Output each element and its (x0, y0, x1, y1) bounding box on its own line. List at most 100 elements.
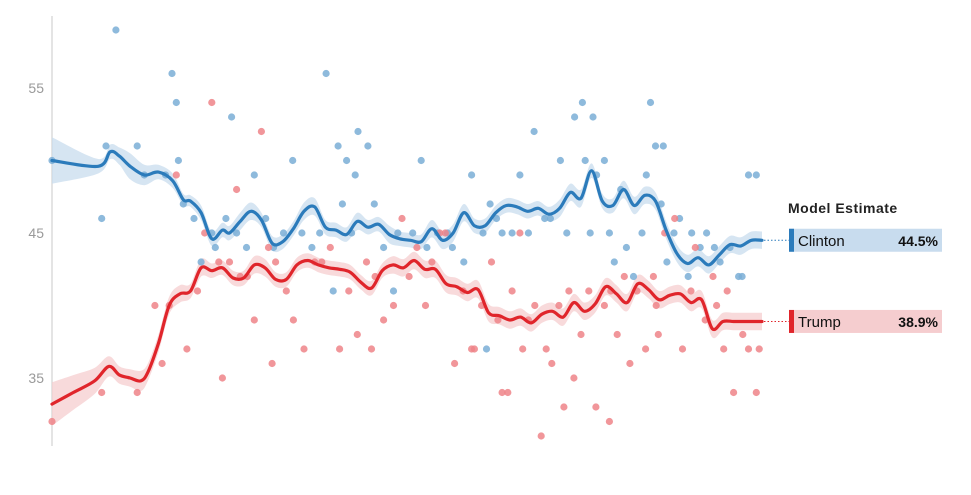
trump-poll-point (451, 359, 459, 368)
clinton-poll-point (530, 127, 538, 136)
trump-poll-point (739, 330, 747, 339)
clinton-poll-point (354, 127, 362, 136)
clinton-poll-point (710, 243, 719, 252)
trump-poll-point (380, 316, 388, 324)
clinton-poll-point (479, 229, 487, 237)
trump-trend-line (50, 258, 764, 406)
clinton-poll-point (657, 200, 665, 208)
clinton-poll-point (351, 171, 359, 179)
trump-estimate-value: 38.9% (898, 314, 938, 330)
trump-poll-point (600, 301, 609, 310)
clinton-poll-point (316, 229, 324, 237)
trump-poll-point (289, 316, 297, 324)
clinton-poll-point (112, 26, 120, 34)
clinton-poll-point (589, 113, 597, 121)
clinton-poll-point (663, 258, 671, 266)
clinton-poll-point (744, 171, 753, 179)
trump-poll-point (605, 417, 614, 426)
trump-poll-point (362, 258, 371, 266)
clinton-poll-point (211, 243, 219, 252)
trump-poll-point (498, 388, 506, 397)
clinton-poll-point (486, 200, 494, 208)
clinton-poll-point (329, 287, 337, 295)
trump-poll-point (326, 243, 334, 252)
trump-poll-point (208, 98, 216, 107)
trump-poll-point (193, 287, 202, 295)
clinton-poll-point (409, 229, 417, 237)
trump-poll-point (720, 345, 728, 353)
trump-poll-point (620, 272, 628, 281)
clinton-poll-point (508, 229, 516, 237)
trump-poll-point (487, 258, 496, 266)
trump-estimate-label: Trump 38.9% (764, 309, 942, 333)
clinton-poll-point (417, 156, 425, 165)
trump-poll-point (133, 388, 141, 397)
trump-poll-point (183, 345, 191, 353)
trump-label-background (789, 309, 942, 333)
trump-poll-point (470, 345, 478, 353)
clinton-poll-point (364, 142, 372, 150)
confidence-bands (52, 137, 762, 426)
clinton-poll-point (102, 142, 110, 150)
clinton-poll-point (174, 156, 182, 165)
clinton-poll-point (190, 214, 198, 223)
trump-poll-point (626, 359, 634, 368)
trump-poll-point (48, 417, 56, 426)
clinton-poll-point (250, 171, 258, 179)
trump-poll-point (713, 301, 721, 310)
trump-poll-point (678, 345, 687, 353)
trump-poll-point (250, 316, 258, 324)
clinton-poll-point (322, 69, 330, 78)
clinton-poll-point (308, 243, 316, 252)
clinton-poll-point (670, 229, 678, 237)
trump-poll-point (555, 301, 563, 310)
clinton-poll-point (629, 272, 638, 281)
trump-poll-point (691, 243, 699, 252)
trump-poll-point (755, 345, 763, 353)
trump-poll-point (613, 330, 621, 339)
trump-poll-point (151, 301, 159, 310)
trump-poll-point (516, 229, 524, 237)
clinton-poll-point (262, 214, 270, 223)
trend-lines (50, 149, 764, 406)
clinton-poll-point (703, 229, 711, 237)
clinton-poll-point (605, 229, 614, 237)
clinton-poll-point (651, 142, 660, 150)
legend-title: Model Estimate (788, 200, 898, 216)
clinton-poll-point (638, 229, 646, 237)
trump-poll-point (642, 345, 650, 353)
clinton-poll-point (168, 69, 176, 78)
clinton-poll-point (716, 258, 724, 266)
clinton-poll-point (642, 171, 650, 179)
clinton-poll-point (586, 229, 594, 237)
clinton-poll-point (492, 214, 501, 223)
trump-poll-point (282, 287, 290, 295)
trump-poll-point (494, 316, 502, 324)
trump-poll-point (654, 330, 662, 339)
trump-poll-point (257, 127, 265, 136)
clinton-estimate-value: 44.5% (898, 233, 938, 249)
trump-poll-point (687, 287, 695, 295)
trump-poll-point (268, 359, 276, 368)
trump-poll-point (336, 345, 344, 353)
trump-poll-point (264, 243, 273, 252)
clinton-poll-point (389, 287, 398, 295)
trump-poll-point (709, 272, 717, 281)
clinton-poll-point (460, 258, 468, 266)
trump-poll-point (428, 258, 436, 266)
clinton-poll-point (688, 229, 696, 237)
trump-poll-point (225, 258, 234, 266)
trump-poll-point (570, 374, 578, 382)
y-tick-labels: 35 45 55 (28, 80, 44, 386)
clinton-poll-point (334, 142, 342, 150)
clinton-poll-point (541, 214, 549, 223)
clinton-poll-point (298, 229, 306, 237)
trump-poll-point (158, 359, 166, 368)
trump-poll-point (345, 287, 353, 295)
clinton-poll-point (646, 98, 655, 107)
clinton-poll-point (684, 272, 692, 281)
y-tick-label: 45 (28, 225, 44, 241)
trump-poll-point (537, 432, 545, 440)
clinton-poll-point (380, 243, 388, 252)
clinton-poll-point (133, 142, 141, 150)
